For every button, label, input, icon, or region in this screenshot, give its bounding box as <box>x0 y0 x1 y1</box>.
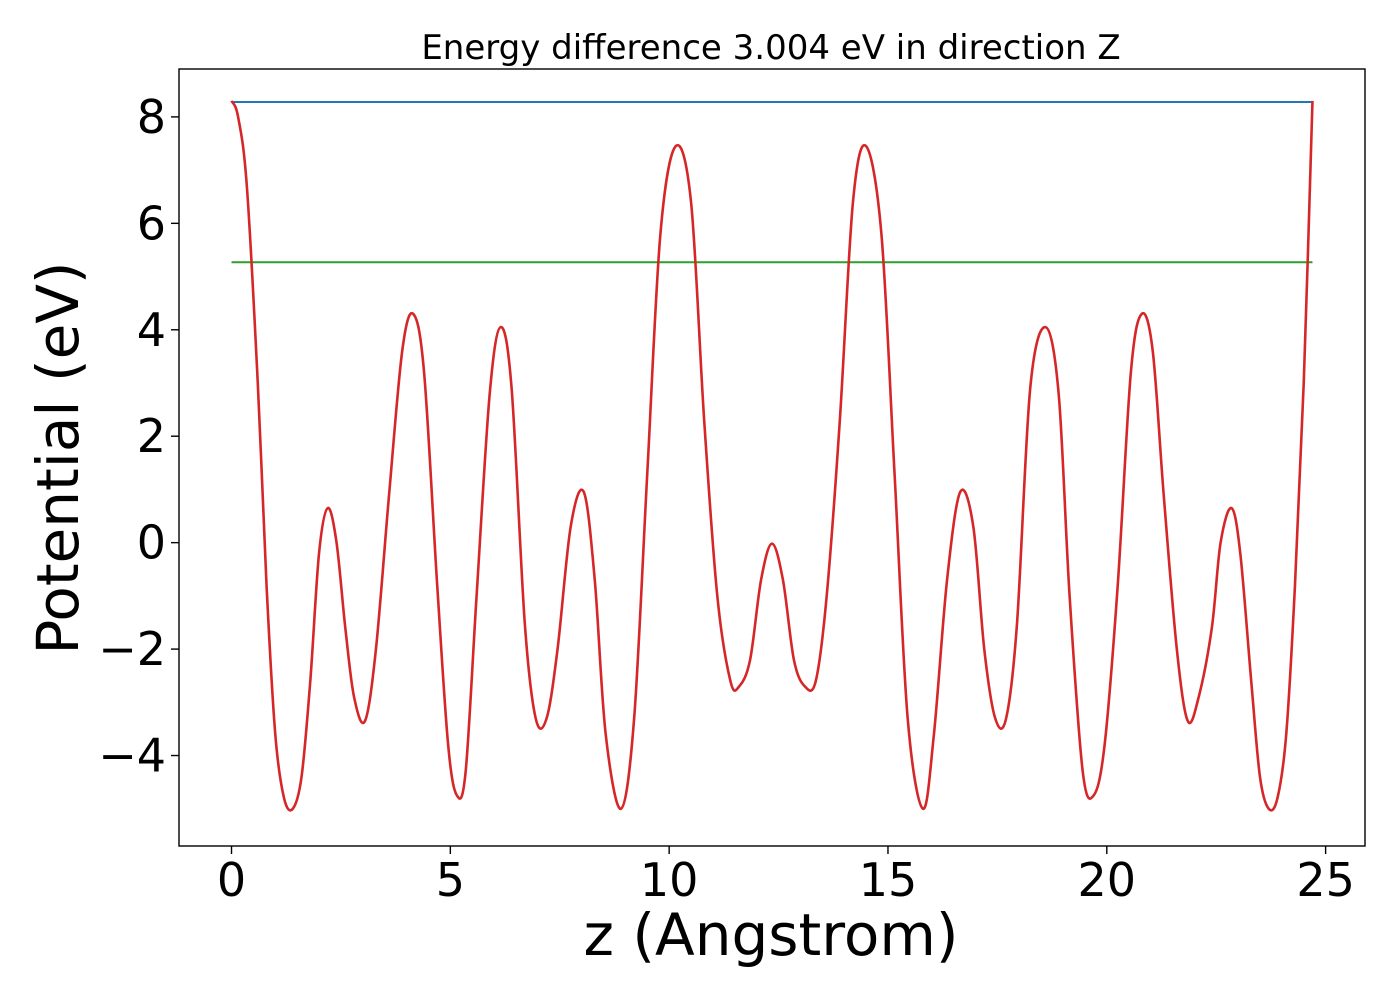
y-tick-label: −4 <box>98 729 166 783</box>
y-tick-label: 2 <box>137 409 166 463</box>
chart-title: Energy difference 3.004 eV in direction … <box>421 28 1120 68</box>
y-axis-label: Potential (eV) <box>24 261 92 654</box>
x-tick-label: 0 <box>217 853 246 907</box>
y-tick-label: 8 <box>137 90 166 144</box>
plot-frame <box>178 68 1366 847</box>
x-tick-label: 25 <box>1296 853 1355 907</box>
x-axis-label: z (Angstrom) <box>584 901 959 969</box>
x-tick-label: 10 <box>640 853 699 907</box>
y-tick-label: −2 <box>98 622 166 676</box>
x-tick-label: 5 <box>436 853 465 907</box>
y-tick-label: 4 <box>137 303 166 357</box>
potential-curve <box>230 100 1314 812</box>
y-tick-label: 6 <box>137 196 166 250</box>
y-tick-label: 0 <box>137 516 166 570</box>
x-tick-label: 15 <box>859 853 918 907</box>
x-tick-label: 20 <box>1078 853 1137 907</box>
